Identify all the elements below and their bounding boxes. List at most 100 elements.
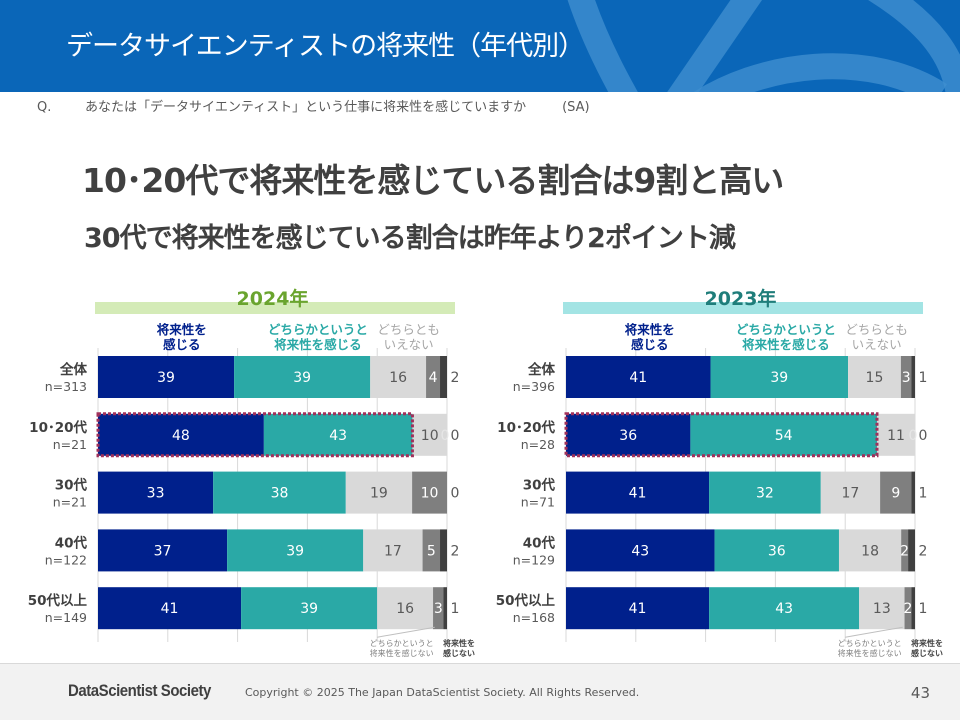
bar-row: 全体n=396 41 39 15 3 1 — [513, 356, 927, 398]
data-label: 16 — [389, 370, 407, 386]
question-text: あなたは「データサイエンティスト」という仕事に将来性を感じていますか — [85, 100, 527, 115]
data-label: 33 — [147, 486, 165, 502]
year-band — [563, 302, 923, 314]
bar-segment — [566, 471, 710, 514]
data-label: 16 — [396, 601, 414, 617]
category-n: n=168 — [513, 610, 555, 625]
category-label: 40代 — [55, 534, 88, 551]
bar-segment — [443, 587, 447, 630]
data-label: 43 — [631, 543, 649, 559]
bar-segment — [263, 413, 413, 456]
page-title: データサイエンティストの将来性（年代別） — [66, 31, 585, 62]
bar-segment — [911, 356, 915, 398]
data-label: 41 — [161, 601, 179, 617]
data-label: 17 — [384, 543, 402, 559]
category-label: 50代以上 — [496, 592, 556, 609]
copyright-text: Copyright © 2025 The Japan DataScientist… — [245, 686, 640, 699]
bar-segment — [98, 471, 214, 514]
year-band — [95, 302, 455, 314]
legend-label-bottom: 将来性を感じない — [443, 638, 475, 658]
bar-segment — [412, 413, 447, 456]
data-label: 2 — [919, 543, 928, 559]
bar-segment — [848, 356, 901, 398]
chart-title: 2023年 — [705, 287, 777, 310]
bar-segment — [911, 587, 915, 630]
page-number: 43 — [910, 684, 930, 702]
survey-question: Q. あなたは「データサイエンティスト」という仕事に将来性を感じていますか (SA) — [37, 96, 590, 115]
data-label: 15 — [866, 370, 884, 386]
bar-segment — [363, 529, 423, 572]
data-label: 3 — [434, 601, 443, 617]
bar-segment — [876, 413, 915, 456]
data-label: 4 — [429, 370, 438, 386]
slide-header: データサイエンティストの将来性（年代別） — [0, 0, 960, 92]
bar-segment — [227, 529, 364, 572]
category-label: 全体 — [527, 361, 556, 378]
legend-label: 将来性を感じる — [625, 322, 675, 352]
chart-2023: 2023年将来性を感じる どちらかというと将来性を感じる どちらともいえない全体 n=… — [468, 280, 948, 660]
bar-segment — [440, 529, 447, 572]
bar-segment — [433, 587, 444, 630]
data-label: 19 — [370, 486, 388, 502]
chart-2024: 2024年 将来性を感じる どちらかというと将来性を感じる どちらともいえない 全体 n=… — [0, 280, 480, 660]
bar-segment — [901, 529, 909, 572]
data-label: 3 — [902, 370, 911, 386]
data-label: 38 — [271, 486, 289, 502]
data-label: 2 — [451, 370, 460, 386]
chart-2024-svg: 2024年将来性を感じるどちらかというと将来性を感じるどちらともいえない全体n=… — [28, 287, 475, 658]
bar-segment — [710, 356, 849, 398]
legend-label: どちらかというと将来性を感じる — [268, 322, 368, 352]
callout-line — [377, 626, 435, 638]
bar-segment — [98, 413, 264, 456]
bar-segment — [98, 356, 235, 398]
category-n: n=129 — [513, 552, 555, 567]
data-label: 1 — [919, 486, 928, 502]
headline-secondary: 30代で将来性を感じている割合は昨年より2ポイント減 — [84, 223, 736, 254]
data-label: 10 — [421, 486, 439, 502]
bar-segment — [426, 356, 441, 398]
data-label: 32 — [756, 486, 774, 502]
category-n: n=21 — [53, 437, 87, 452]
legend-label: どちらともいえない — [845, 322, 908, 352]
decorative-arc-graphic — [567, 0, 960, 92]
bar-segment — [566, 413, 691, 456]
bar-segment — [98, 529, 228, 572]
bar-segment — [838, 529, 902, 572]
bar-segment — [566, 356, 711, 398]
data-label: 54 — [775, 428, 793, 444]
data-label: 43 — [329, 428, 347, 444]
legend-label-bottom: どちらかというと将来性を感じない — [370, 639, 434, 658]
bar-segment — [234, 356, 371, 398]
bar-segment — [911, 471, 915, 514]
legend-label: どちらともいえない — [377, 322, 440, 352]
data-label: 9 — [891, 486, 900, 502]
bar-segment — [213, 471, 346, 514]
question-type: (SA) — [562, 100, 590, 115]
bar-segment — [880, 471, 912, 514]
data-label: 13 — [873, 601, 891, 617]
bar-segment — [440, 356, 447, 398]
data-label: 0 — [451, 428, 460, 444]
bar-segment — [412, 471, 447, 514]
question-prefix: Q. — [37, 100, 52, 115]
highlight-border — [564, 412, 879, 458]
bar-segment — [709, 471, 821, 514]
category-label: 全体 — [59, 361, 87, 378]
callout-line — [845, 626, 903, 638]
legend-label: どちらかというと将来性を感じる — [736, 322, 836, 352]
legend-label: 将来性を感じる — [157, 322, 207, 352]
data-label: 39 — [770, 370, 788, 386]
data-label: 2 — [451, 543, 460, 559]
category-n: n=149 — [45, 610, 87, 625]
bar-segment — [709, 587, 860, 630]
data-label: 36 — [619, 428, 637, 444]
data-label: 41 — [629, 601, 647, 617]
data-label: 43 — [775, 601, 793, 617]
bar-segment — [241, 587, 378, 630]
brand-logo: DataScientist Society — [68, 681, 211, 700]
